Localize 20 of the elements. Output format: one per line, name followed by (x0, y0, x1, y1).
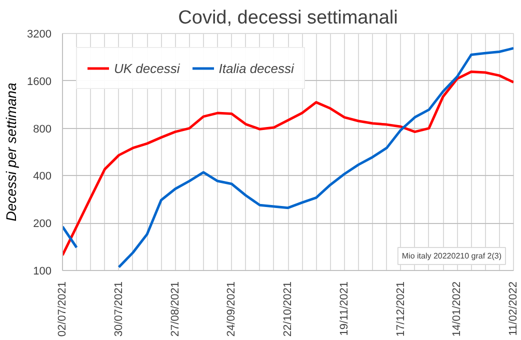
annotation: Mio italy 20220210 graf 2(3) (402, 252, 502, 260)
y-tick-label: 100 (33, 266, 52, 278)
y-axis-title: Decessi per settimana (3, 82, 20, 222)
x-tick-label: 27/08/2021 (169, 281, 182, 337)
x-tick-label: 11/02/2022 (508, 281, 520, 336)
y-tick-label: 200 (33, 218, 52, 230)
chart-title: Covid, decessi settimanali (178, 8, 398, 28)
legend-label: Italia decessi (218, 60, 294, 76)
x-tick-label: 24/09/2021 (226, 281, 238, 337)
x-tick-label: 22/10/2021 (282, 281, 294, 337)
y-tick-label: 3200 (27, 28, 52, 40)
y-tick-label: 800 (33, 123, 52, 136)
x-tick-label: 17/12/2021 (394, 281, 407, 337)
y-tick-label: 400 (33, 170, 52, 183)
x-tick-label: 19/11/2021 (338, 281, 350, 336)
legend-label: UK decessi (114, 60, 180, 76)
x-tick-label: 14/01/2022 (451, 281, 464, 337)
x-tick-label: 30/07/2021 (112, 281, 125, 337)
x-tick-label: 02/07/2021 (56, 281, 68, 337)
y-tick-label: 1600 (27, 76, 52, 88)
